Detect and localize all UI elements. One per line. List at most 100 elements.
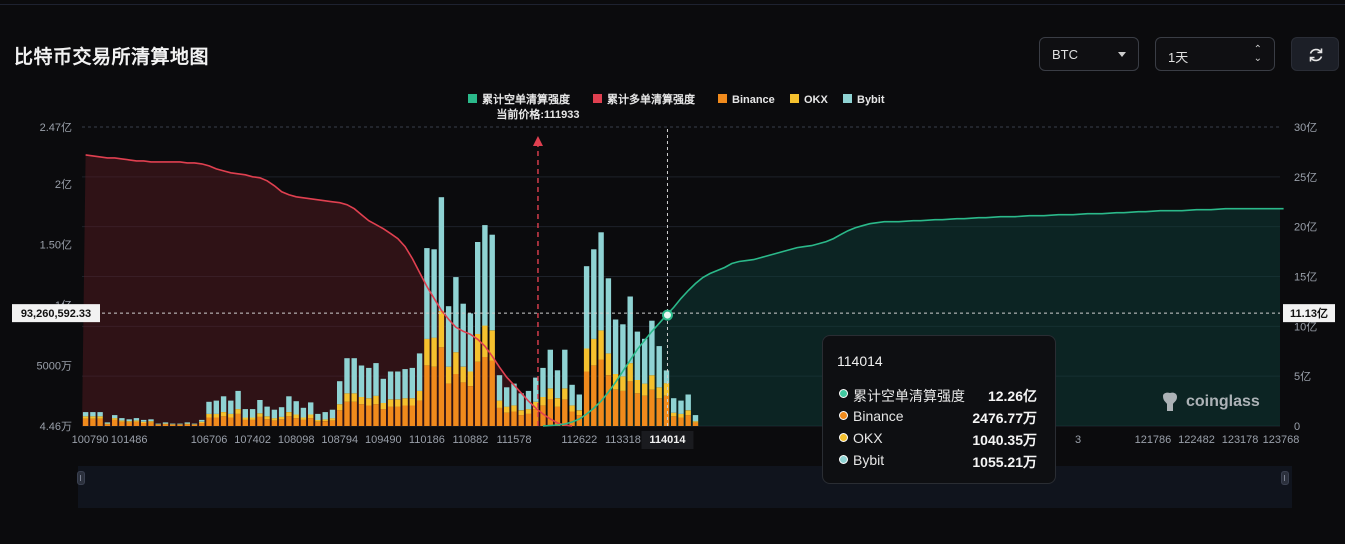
left-axis-tick: 5000万 bbox=[37, 361, 72, 373]
bar-bybit bbox=[366, 367, 372, 399]
x-axis-tick: 110882 bbox=[452, 434, 488, 446]
bar-okx bbox=[692, 421, 699, 423]
bar-bybit bbox=[373, 363, 379, 396]
x-axis-tick: 123178 bbox=[1222, 434, 1259, 446]
bar-binance bbox=[656, 398, 662, 426]
bar-okx bbox=[220, 412, 227, 417]
right-axis-tick: 0 bbox=[1294, 421, 1300, 433]
bar-bybit bbox=[82, 412, 89, 417]
bar-bybit bbox=[409, 367, 415, 399]
bar-okx bbox=[663, 383, 670, 396]
left-axis-tick: 2亿 bbox=[55, 178, 72, 191]
bar-bybit bbox=[337, 381, 343, 405]
bar-binance bbox=[191, 424, 198, 426]
refresh-button[interactable] bbox=[1291, 37, 1339, 71]
bar-binance bbox=[344, 401, 350, 426]
bar-binance bbox=[518, 415, 524, 426]
bar-binance bbox=[337, 410, 343, 426]
bar-binance bbox=[235, 413, 241, 426]
bar-binance bbox=[612, 389, 619, 426]
time-range-select[interactable]: 1天 ⌃ ⌄ bbox=[1155, 37, 1275, 71]
x-axis-tick: 107402 bbox=[234, 434, 271, 446]
bar-bybit bbox=[504, 387, 510, 407]
bar-bybit bbox=[235, 390, 241, 410]
bar-okx bbox=[329, 418, 336, 421]
x-axis-tick: 109490 bbox=[365, 434, 402, 446]
bar-okx bbox=[184, 423, 190, 425]
bar-binance bbox=[380, 409, 386, 426]
bar-binance bbox=[671, 416, 677, 426]
bar-bybit bbox=[141, 419, 147, 422]
bar-bybit bbox=[271, 409, 278, 419]
bar-okx bbox=[264, 416, 270, 420]
coin-select[interactable]: BTC bbox=[1039, 37, 1139, 71]
bar-bybit bbox=[656, 346, 662, 388]
bar-binance bbox=[373, 404, 379, 426]
bar-binance bbox=[177, 424, 183, 426]
x-axis-tick: 113318 bbox=[605, 434, 641, 446]
bar-bybit bbox=[264, 406, 270, 417]
bar-bybit bbox=[496, 375, 503, 401]
bar-bybit bbox=[286, 396, 292, 412]
right-axis-tick: 30亿 bbox=[1294, 121, 1317, 134]
bar-bybit bbox=[627, 296, 633, 364]
bar-okx bbox=[569, 405, 575, 412]
bar-okx bbox=[605, 353, 612, 376]
left-axis-tick: 1.50亿 bbox=[40, 238, 72, 251]
bar-okx bbox=[242, 417, 248, 420]
short-cumulative-fill bbox=[543, 208, 1284, 426]
legend-swatch bbox=[593, 94, 602, 103]
tooltip-series-label: 累计空单清算强度 bbox=[853, 388, 965, 404]
right-axis-tick: 15亿 bbox=[1294, 271, 1317, 284]
range-slider-track[interactable] bbox=[78, 466, 1292, 508]
x-axis-tick-partial: 3 bbox=[1075, 434, 1081, 446]
bar-binance bbox=[133, 421, 140, 426]
chart-legend[interactable]: 累计空单清算强度 累计多单清算强度 Binance OKX Bybit bbox=[468, 92, 885, 106]
bar-okx bbox=[402, 398, 408, 406]
x-axis-tick: 121786 bbox=[1135, 434, 1172, 446]
bar-binance bbox=[315, 421, 321, 426]
bar-bybit bbox=[605, 278, 612, 354]
bar-binance bbox=[489, 360, 495, 426]
tooltip-series-label: OKX bbox=[853, 430, 883, 446]
bar-okx bbox=[634, 380, 641, 394]
bar-binance bbox=[605, 375, 612, 426]
bar-okx bbox=[90, 416, 96, 419]
bar-okx bbox=[373, 395, 379, 405]
bar-bybit bbox=[344, 358, 350, 394]
bar-binance bbox=[199, 423, 205, 426]
bar-okx bbox=[409, 398, 415, 406]
time-range-value: 1天 bbox=[1168, 50, 1189, 65]
bar-binance bbox=[119, 421, 125, 426]
bar-binance bbox=[213, 417, 219, 426]
bar-bybit bbox=[489, 234, 495, 331]
range-slider-left-handle[interactable] bbox=[77, 471, 85, 485]
bar-bybit bbox=[380, 378, 386, 403]
bar-okx bbox=[460, 366, 466, 383]
bar-bybit bbox=[511, 383, 517, 406]
bar-bybit bbox=[228, 400, 234, 414]
bar-binance bbox=[511, 411, 517, 426]
liquidation-bars bbox=[82, 197, 699, 426]
bar-okx bbox=[547, 388, 553, 400]
bar-okx bbox=[82, 416, 89, 419]
updown-chevron-icon: ⌃ ⌄ bbox=[1253, 44, 1262, 64]
legend-swatch bbox=[790, 94, 799, 103]
bar-binance bbox=[482, 357, 488, 426]
bar-bybit bbox=[387, 371, 394, 400]
crosshair-right-value: 11.13亿 bbox=[1290, 306, 1328, 320]
bar-okx bbox=[649, 375, 655, 390]
bar-okx bbox=[119, 420, 125, 422]
long-cumulative-line bbox=[85, 154, 573, 427]
bar-bybit bbox=[554, 370, 561, 399]
bar-bybit bbox=[583, 266, 590, 349]
bar-bybit bbox=[642, 338, 648, 384]
range-slider-right-handle[interactable] bbox=[1281, 471, 1289, 485]
x-axis-tick: 123768 bbox=[1263, 434, 1300, 446]
watermark-text: coinglass bbox=[1186, 393, 1260, 410]
bar-okx bbox=[170, 424, 176, 425]
bar-binance bbox=[424, 365, 430, 426]
bar-binance bbox=[220, 416, 227, 426]
bar-binance bbox=[395, 406, 401, 426]
